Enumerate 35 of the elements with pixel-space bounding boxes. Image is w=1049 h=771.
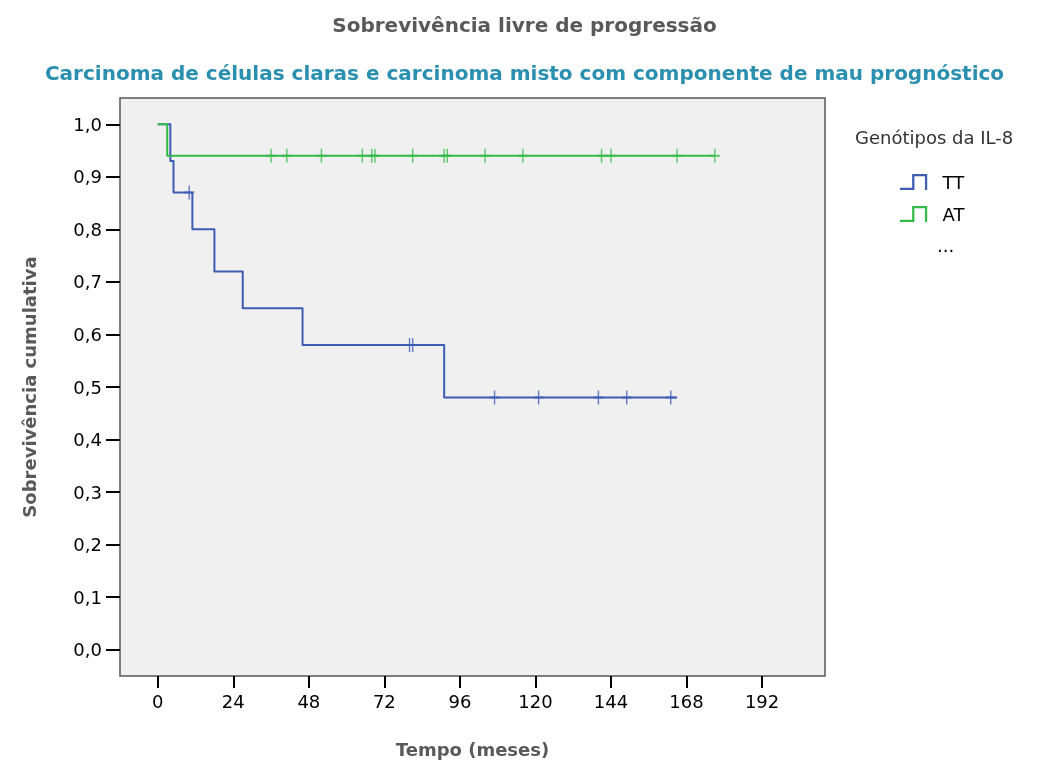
y-tick-label: 0,0 bbox=[73, 639, 102, 661]
y-tick-label: 0,3 bbox=[73, 481, 102, 503]
x-tick-label: 0 bbox=[152, 690, 164, 712]
x-tick-label: 168 bbox=[669, 690, 704, 712]
x-tick-label: 48 bbox=[297, 690, 321, 712]
point bbox=[281, 148, 292, 163]
y-tick-label: 0,1 bbox=[73, 586, 102, 608]
x-tick-label: 192 bbox=[744, 690, 780, 712]
chart-title: Sobrevivência livre de progressão bbox=[332, 13, 717, 37]
chart-subtitle: Carcinoma de células claras e carcinoma misto com componente de mau prognóstico bbox=[44, 61, 1005, 85]
point bbox=[605, 148, 616, 163]
point bbox=[517, 148, 528, 163]
y-tick-label: 0,7 bbox=[73, 271, 102, 293]
y-tick-label: 0,5 bbox=[73, 376, 102, 398]
y-tick-label: 0,2 bbox=[73, 534, 102, 556]
legend-label: AT bbox=[942, 203, 966, 225]
y-tick-label: 0,8 bbox=[73, 218, 102, 240]
text: ... bbox=[937, 234, 955, 256]
y-axis-title: Sobrevivência cumulativa bbox=[18, 256, 40, 518]
point bbox=[709, 148, 720, 163]
y-tick-label: 1,0 bbox=[73, 113, 102, 135]
legend-title: Genótipos da IL-8 bbox=[855, 126, 1014, 148]
x-tick-label: 96 bbox=[448, 690, 472, 712]
y-tick-label: 0,9 bbox=[73, 166, 102, 188]
legend-label: TT bbox=[941, 171, 966, 193]
x-tick-label: 24 bbox=[221, 690, 245, 712]
point bbox=[672, 148, 683, 163]
point bbox=[480, 148, 491, 163]
x-axis-title: Tempo (meses) bbox=[395, 738, 550, 760]
y-tick-label: 0,4 bbox=[73, 429, 102, 451]
x-tick-label: 144 bbox=[593, 690, 629, 712]
x-tick-label: 72 bbox=[372, 690, 396, 712]
point bbox=[266, 148, 277, 163]
x-tick-label: 120 bbox=[518, 690, 553, 712]
y-tick-label: 0,6 bbox=[73, 323, 102, 345]
